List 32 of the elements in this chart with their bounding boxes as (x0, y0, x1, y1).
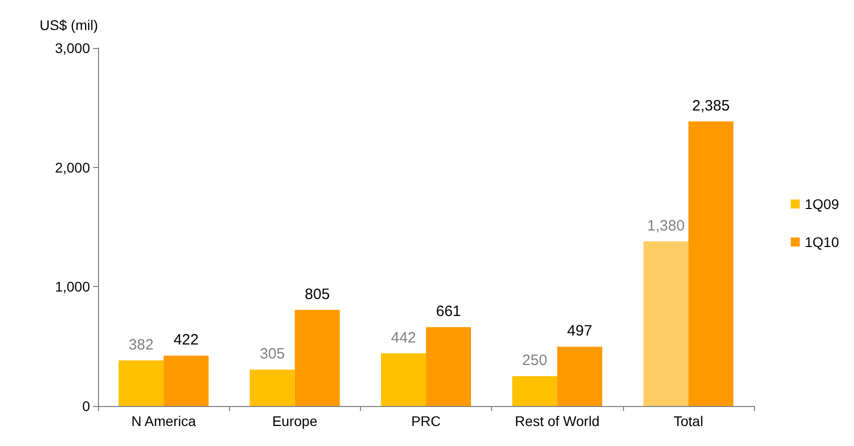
bar (164, 356, 209, 406)
bar (643, 241, 688, 406)
y-tick-label: 0 (82, 398, 90, 414)
bar (250, 370, 295, 406)
data-label: 2,385 (692, 97, 730, 114)
bar (294, 310, 340, 406)
y-tick-label: 2,000 (54, 159, 90, 176)
bar (426, 327, 471, 406)
x-tick-label: N America (131, 413, 196, 429)
bar (688, 121, 734, 406)
y-tick-label: 1,000 (54, 278, 90, 295)
y-axis-title: US$ (mil) (40, 17, 98, 33)
x-tick-label: Rest of World (514, 413, 600, 429)
data-label: 382 (128, 336, 154, 354)
bar (381, 353, 426, 406)
bar (557, 346, 602, 406)
y-tick-label: 3,000 (54, 40, 90, 56)
bar (118, 360, 164, 406)
data-label: 442 (390, 329, 416, 346)
x-tick-label: Total (674, 413, 704, 429)
data-label: 497 (567, 322, 592, 340)
data-label: 1,380 (647, 217, 685, 234)
data-label: 422 (174, 332, 199, 349)
data-label: 250 (522, 352, 548, 370)
data-label: 305 (260, 346, 285, 363)
bar (512, 376, 558, 406)
data-label: 805 (304, 286, 330, 303)
legend-label: 1Q10 (804, 234, 840, 250)
data-label: 661 (436, 303, 462, 320)
legend-label: 1Q09 (804, 196, 840, 212)
x-tick-label: Europe (272, 413, 318, 429)
x-tick-label: PRC (411, 413, 441, 429)
